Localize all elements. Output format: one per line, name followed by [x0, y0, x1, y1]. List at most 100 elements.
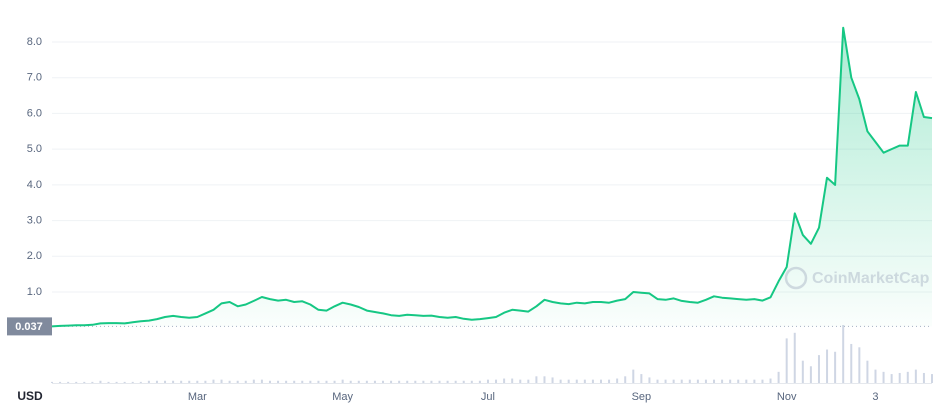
- volume-bar: [551, 377, 554, 383]
- volume-bar: [438, 380, 441, 383]
- volume-bar: [382, 380, 385, 383]
- currency-label: USD: [17, 389, 43, 403]
- watermark-text: CoinMarketCap: [812, 270, 930, 287]
- volume-bar: [285, 380, 288, 383]
- x-tick-label: Nov: [777, 391, 797, 403]
- volume-bar: [503, 378, 506, 383]
- volume-bar: [753, 379, 756, 383]
- volume-bar: [826, 349, 829, 383]
- volume-bar: [365, 380, 368, 383]
- volume-bar: [123, 381, 126, 383]
- volume-bar: [874, 369, 877, 383]
- volume-bar: [785, 338, 788, 383]
- volume-bar: [75, 381, 78, 383]
- volume-bar: [583, 379, 586, 383]
- volume-bar: [164, 380, 167, 383]
- y-tick-label: 7.0: [27, 72, 42, 84]
- y-tick-label: 6.0: [27, 107, 42, 119]
- volume-bar: [51, 381, 53, 383]
- volume-bar: [236, 380, 239, 383]
- volume-bar: [721, 379, 724, 383]
- volume-bar: [67, 381, 70, 383]
- volume-bar: [769, 378, 772, 383]
- volume-bar: [188, 380, 191, 383]
- volume-bar: [567, 379, 570, 383]
- volume-bar: [648, 377, 651, 383]
- volume-bar: [107, 381, 110, 383]
- volume-bar: [422, 380, 425, 383]
- volume-bar: [139, 381, 142, 383]
- volume-bar: [575, 379, 578, 383]
- price-line: [51, 26, 933, 328]
- volume-bar: [446, 380, 449, 383]
- volume-bar: [373, 380, 376, 383]
- y-tick-label: 2.0: [27, 250, 42, 262]
- volume-bar: [866, 360, 869, 383]
- volume-bar: [180, 380, 183, 383]
- volume-bar: [244, 380, 247, 383]
- volume-bar: [99, 380, 102, 383]
- volume-bar: [801, 360, 804, 383]
- volume-bar: [543, 376, 546, 383]
- volume-bar: [91, 381, 94, 383]
- reference-box: [7, 317, 52, 336]
- volume-bar: [220, 379, 223, 383]
- volume-bar: [761, 379, 764, 383]
- volume-bar: [325, 380, 328, 383]
- volume-bar: [624, 376, 627, 383]
- volume-bar: [131, 381, 134, 383]
- reference-label: 0.037: [15, 321, 43, 333]
- volume-bar: [293, 380, 296, 383]
- volume-bar: [357, 380, 360, 383]
- volume-bar: [406, 380, 409, 383]
- volume-bar: [599, 379, 602, 383]
- volume-bar: [632, 369, 635, 383]
- volume-bar: [527, 379, 530, 383]
- volume-bar: [486, 379, 489, 383]
- volume-bar: [333, 380, 336, 383]
- volume-bar: [608, 379, 611, 383]
- volume-bar: [842, 325, 845, 383]
- volume-bar: [713, 379, 716, 383]
- x-axis-band: [0, 384, 945, 412]
- volume-bar: [809, 366, 812, 383]
- x-tick-label: Sep: [632, 391, 652, 403]
- volume-bar: [858, 347, 861, 383]
- volume-bar: [115, 381, 118, 383]
- volume-bar: [301, 380, 304, 383]
- volume-bar: [672, 379, 675, 383]
- volume-bar: [850, 343, 853, 383]
- volume-bar: [204, 380, 207, 383]
- volume-bar: [729, 379, 732, 383]
- volume-bar: [260, 379, 263, 383]
- volume-bar: [398, 380, 401, 383]
- volume-bar: [147, 380, 150, 383]
- volume-bar: [349, 380, 352, 383]
- volume-bar: [616, 378, 619, 383]
- volume-bar: [817, 355, 820, 383]
- watermark: CoinMarketCap: [784, 266, 930, 290]
- volume-bar: [914, 369, 917, 383]
- volume-bar: [737, 379, 740, 383]
- volume-bar: [228, 380, 231, 383]
- volume-bar: [196, 380, 199, 383]
- volume-bar: [155, 380, 158, 383]
- y-tick-label: 3.0: [27, 214, 42, 226]
- volume-bar: [680, 379, 683, 383]
- y-tick-label: 4.0: [27, 179, 42, 191]
- volume-bar: [906, 371, 909, 383]
- y-tick-label: 8.0: [27, 36, 42, 48]
- x-tick-label: Mar: [188, 391, 207, 403]
- volume-bar: [931, 374, 933, 383]
- volume-bar: [268, 380, 271, 383]
- volume-bar: [745, 379, 748, 383]
- x-tick-label: 3: [872, 391, 878, 403]
- volume-bar: [511, 378, 514, 383]
- volume-bar: [559, 379, 562, 383]
- volume-bar: [309, 380, 312, 383]
- volume-bar: [777, 371, 780, 383]
- volume-bar: [793, 332, 796, 383]
- volume-bar: [470, 380, 473, 383]
- x-tick-label: Jul: [481, 391, 495, 403]
- volume-bar: [704, 379, 707, 383]
